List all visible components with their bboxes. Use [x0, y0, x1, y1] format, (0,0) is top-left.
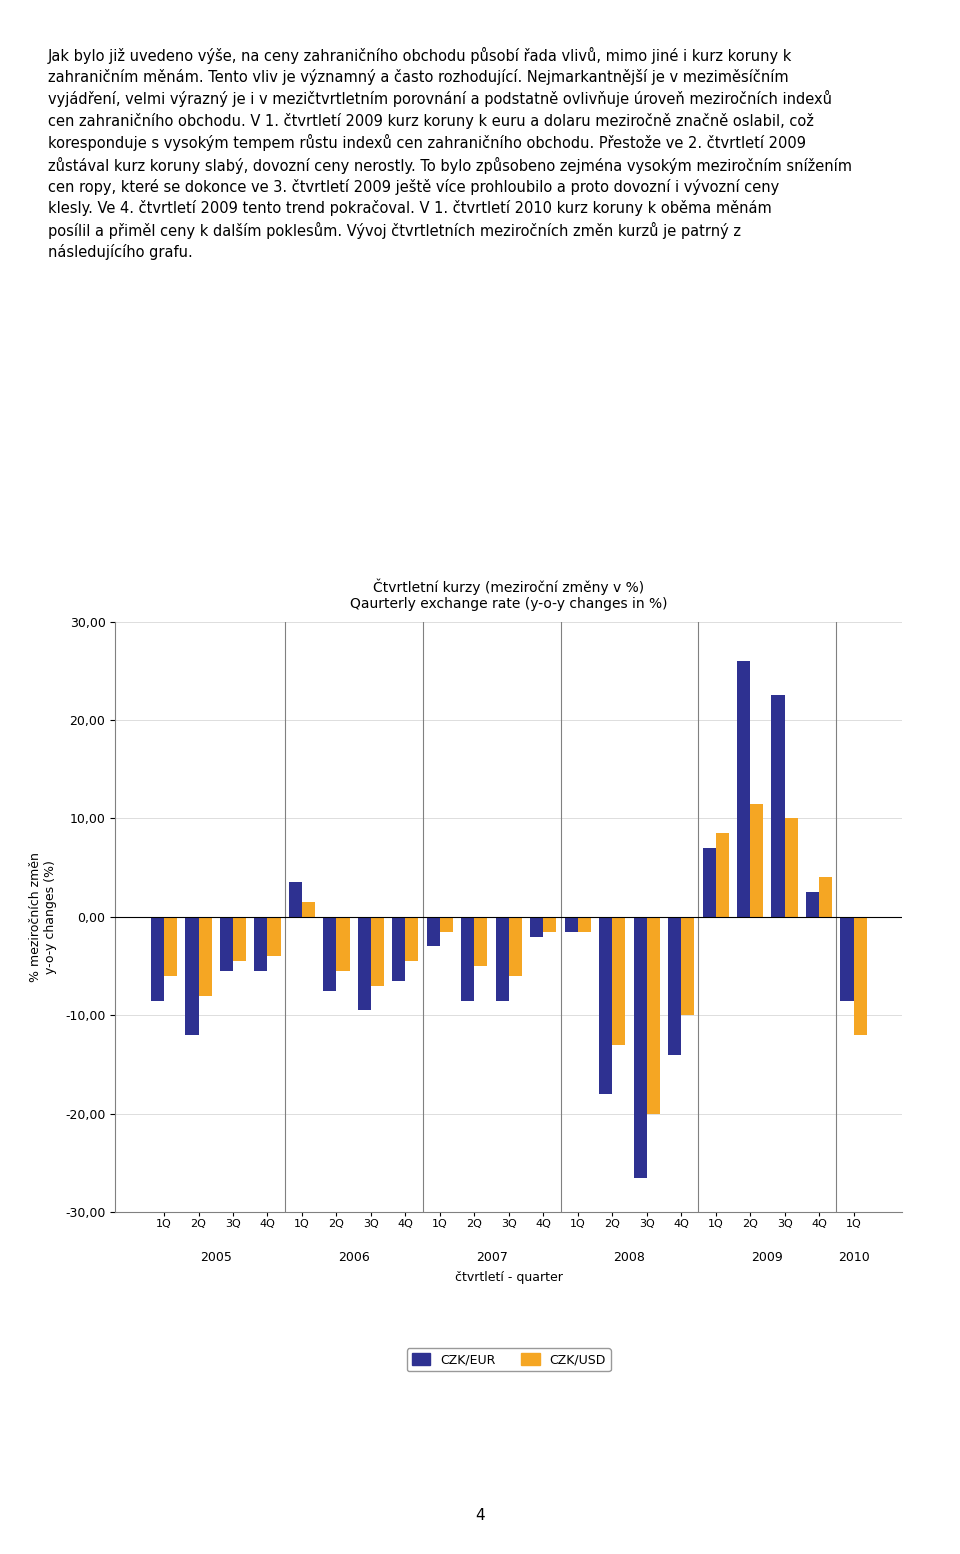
Bar [254, 917, 268, 971]
Bar [495, 917, 509, 1001]
X-axis label: čtvrtletí - quarter: čtvrtletí - quarter [455, 1271, 563, 1284]
Bar [668, 917, 682, 1055]
Bar [819, 878, 832, 917]
Bar [185, 917, 199, 1035]
Bar [703, 848, 715, 917]
Bar [289, 883, 302, 917]
Bar [578, 917, 590, 932]
Y-axis label: % meziročních změn
y-o-y changes (%): % meziročních změn y-o-y changes (%) [29, 852, 57, 982]
Bar [427, 917, 440, 946]
Bar [612, 917, 625, 1044]
Bar [358, 917, 371, 1010]
Bar [840, 917, 853, 1001]
Bar [543, 917, 557, 932]
Text: 2007: 2007 [475, 1251, 508, 1263]
Bar [682, 917, 694, 1015]
Bar [233, 917, 246, 960]
Bar [474, 917, 488, 967]
Bar [772, 696, 784, 917]
Bar [599, 917, 612, 1094]
Bar [164, 917, 178, 976]
Bar [806, 892, 819, 917]
Bar [371, 917, 384, 985]
Bar [564, 917, 578, 932]
Bar [440, 917, 453, 932]
Bar [336, 917, 349, 971]
Text: 2005: 2005 [200, 1251, 231, 1263]
Text: 4: 4 [475, 1507, 485, 1523]
Text: 2008: 2008 [613, 1251, 645, 1263]
Bar [530, 917, 543, 937]
Text: Jak bylo již uvedeno výše, na ceny zahraničního obchodu působí řada vlivů, mimo : Jak bylo již uvedeno výše, na ceny zahra… [48, 47, 852, 260]
Bar [268, 917, 280, 956]
Bar [750, 803, 763, 917]
Bar [737, 660, 750, 917]
Bar [647, 917, 660, 1114]
Legend: CZK/EUR, CZK/USD: CZK/EUR, CZK/USD [407, 1349, 611, 1371]
Bar [405, 917, 419, 960]
Text: 2010: 2010 [838, 1251, 870, 1263]
Bar [393, 917, 405, 981]
Title: Čtvrtletní kurzy (meziroční změny v %)
Qaurterly exchange rate (y-o-y changes in: Čtvrtletní kurzy (meziroční změny v %) Q… [350, 578, 667, 611]
Bar [461, 917, 474, 1001]
Bar [151, 917, 164, 1001]
Text: 2009: 2009 [752, 1251, 783, 1263]
Bar [784, 819, 798, 917]
Bar [302, 901, 315, 917]
Bar [509, 917, 522, 976]
Bar [324, 917, 336, 991]
Bar [853, 917, 867, 1035]
Bar [634, 917, 647, 1178]
Bar [220, 917, 233, 971]
Bar [199, 917, 211, 996]
Bar [715, 833, 729, 917]
Text: 2006: 2006 [338, 1251, 370, 1263]
